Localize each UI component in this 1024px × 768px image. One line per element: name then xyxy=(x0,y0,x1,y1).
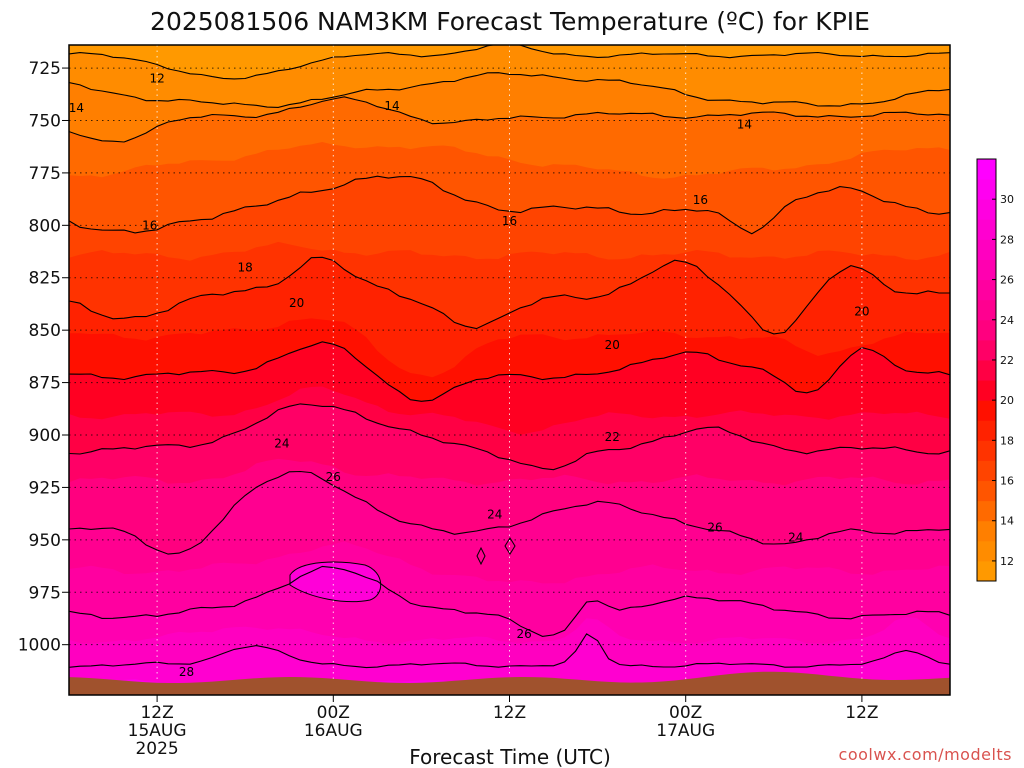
colorbar-tick-label: 14 xyxy=(1000,515,1014,528)
colorbar-swatch xyxy=(977,400,996,421)
y-tick-label: 775 xyxy=(29,164,61,184)
contour-label: 12 xyxy=(149,72,164,86)
contour-label: 26 xyxy=(326,470,341,484)
colorbar-swatch xyxy=(977,560,996,582)
contour-label: 14 xyxy=(69,101,84,115)
x-tick-label: 12Z xyxy=(493,703,526,723)
contour-line xyxy=(69,96,950,143)
contour-loop xyxy=(504,537,516,555)
plot-area: 12 14 14 14 16 16 16 18 20 20 20 22 24 24 24 26 26 26 28 xyxy=(69,45,950,695)
y-tick-label: 825 xyxy=(29,269,61,289)
x-tick-label: 2025 xyxy=(135,739,178,759)
y-tick-label: 950 xyxy=(29,531,61,551)
x-tick-label: 00Z xyxy=(669,703,702,723)
colorbar-swatch xyxy=(977,319,996,341)
colorbar-swatch xyxy=(977,440,996,461)
temperature-bands xyxy=(69,45,950,685)
colorbar-swatch xyxy=(977,279,996,301)
ground-surface xyxy=(69,671,950,695)
colorbar-swatch xyxy=(977,159,996,180)
contour-lines xyxy=(69,45,950,669)
x-tick-label: 00Z xyxy=(317,703,350,723)
contour-label: 14 xyxy=(384,99,399,113)
colorbar-swatch xyxy=(977,179,996,200)
y-tick-label: 800 xyxy=(29,216,61,236)
contour-label: 24 xyxy=(487,508,502,522)
contour-label: 16 xyxy=(693,193,708,207)
contour-line xyxy=(69,72,950,108)
colorbar-tick-label: 12 xyxy=(1000,555,1014,568)
chart-title: 2025081506 NAM3KM Forecast Temperature (… xyxy=(150,7,870,36)
colorbar-tick-label: 28 xyxy=(1000,233,1014,246)
y-tick-label: 900 xyxy=(29,426,61,446)
colorbar-tick-label: 26 xyxy=(1000,274,1014,287)
contour-line xyxy=(69,565,950,637)
colorbar-swatch xyxy=(977,500,996,522)
colorbar-swatch xyxy=(977,520,996,542)
colorbar-swatch xyxy=(977,420,996,441)
contour-label: 24 xyxy=(788,531,803,545)
contour-label: 16 xyxy=(142,218,157,232)
contour-label: 20 xyxy=(854,304,869,318)
colorbar-tick-label: 22 xyxy=(1000,354,1014,367)
colorbar-tick-label: 30 xyxy=(1000,193,1014,206)
colorbar-swatch xyxy=(977,359,996,381)
contour-line xyxy=(69,256,950,335)
x-tick-label: 17AUG xyxy=(656,721,715,741)
contour-label: 22 xyxy=(605,430,620,444)
colorbar-swatch xyxy=(977,540,996,562)
colorbar-frame xyxy=(976,158,997,582)
contour-label: 26 xyxy=(707,520,722,534)
contour-line xyxy=(69,470,950,555)
colorbar-swatch xyxy=(977,219,996,240)
gridlines xyxy=(69,45,950,695)
y-tick-label: 975 xyxy=(29,583,61,603)
y-tick-label: 750 xyxy=(29,111,61,131)
contour-label: 28 xyxy=(179,665,194,679)
colorbar-tick-label: 24 xyxy=(1000,314,1014,327)
colorbar-swatch xyxy=(977,239,996,260)
y-axis: 725 750 775 800 825 850 875 900 925 950 975 1000 xyxy=(18,59,69,656)
y-tick-label: 1000 xyxy=(18,636,61,656)
colorbar-swatch xyxy=(977,480,996,502)
contour-labels: 12 14 14 14 16 16 16 18 20 20 20 22 24 24 24 26 26 26 28 xyxy=(69,72,870,679)
contour-line xyxy=(69,403,950,471)
contour-line xyxy=(69,45,950,80)
contour-label: 24 xyxy=(274,436,289,450)
contour-label: 20 xyxy=(289,296,304,310)
contour-label: 18 xyxy=(238,260,253,274)
colorbar-swatch xyxy=(977,460,996,482)
contour-label: 14 xyxy=(737,118,752,132)
x-tick-label: 16AUG xyxy=(304,721,363,741)
y-tick-label: 725 xyxy=(29,59,61,79)
contour-line xyxy=(69,341,950,402)
temperature-band xyxy=(69,45,950,79)
x-tick-label: 15AUG xyxy=(128,721,187,741)
contour-label: 16 xyxy=(502,214,517,228)
contour-label: 26 xyxy=(517,627,532,641)
x-axis-label: Forecast Time (UTC) xyxy=(409,745,611,768)
colorbar-swatch xyxy=(977,199,996,220)
contour-loop xyxy=(476,546,486,566)
colorbar-swatch xyxy=(977,339,996,361)
x-tick-label: 12Z xyxy=(140,703,173,723)
colorbar-tick-label: 16 xyxy=(1000,475,1014,488)
colorbar-tick-label: 20 xyxy=(1000,394,1014,407)
y-tick-label: 850 xyxy=(29,321,61,341)
x-tick-label: 12Z xyxy=(845,703,878,723)
contour-label: 20 xyxy=(605,338,620,352)
credit-text: coolwx.com/modelts xyxy=(839,745,1012,764)
colorbar: 12 14 16 18 20 22 24 26 28 30 xyxy=(976,158,1014,582)
colorbar-tick-label: 18 xyxy=(1000,434,1014,447)
warm-pocket xyxy=(289,561,382,603)
y-tick-label: 875 xyxy=(29,374,61,394)
colorbar-swatch xyxy=(977,259,996,281)
y-tick-label: 925 xyxy=(29,478,61,498)
colorbar-swatch xyxy=(977,380,996,401)
contour-line xyxy=(69,633,950,669)
colorbar-swatch xyxy=(977,299,996,321)
